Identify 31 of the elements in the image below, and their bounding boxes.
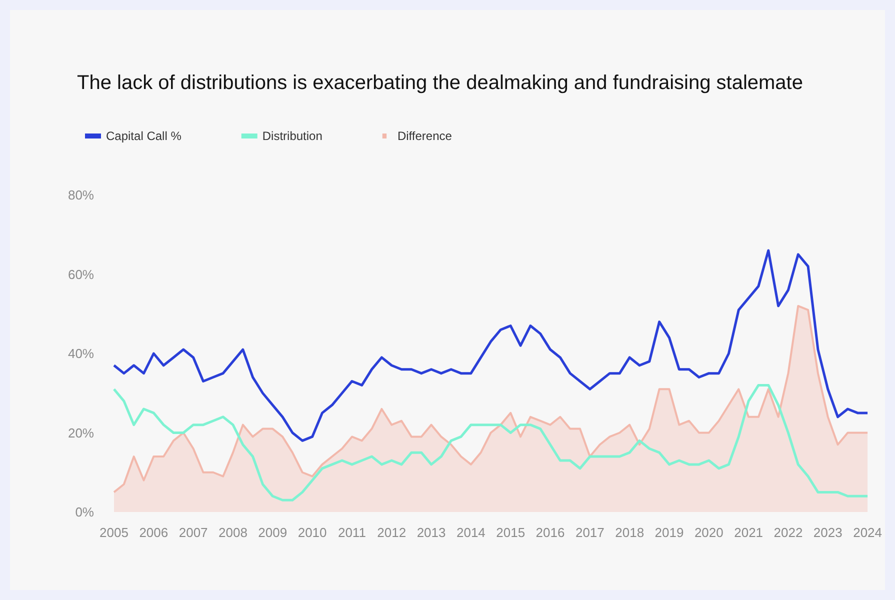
x-tick-label: 2006 (139, 525, 168, 540)
x-tick-label: 2022 (774, 525, 803, 540)
y-tick-label: 0% (75, 504, 94, 520)
x-tick-label: 2012 (377, 525, 406, 540)
x-tick-label: 2007 (178, 525, 208, 540)
x-tick-label: 2019 (654, 525, 684, 540)
line-series (112, 384, 869, 502)
legend-label: Distribution (262, 129, 322, 143)
x-tick-label: 2015 (496, 525, 526, 540)
x-tick-label: 2016 (536, 525, 565, 540)
x-tick-label: 2010 (298, 525, 327, 540)
y-tick-label: 60% (68, 266, 94, 282)
x-tick-label: 2013 (416, 525, 446, 540)
legend-label: Capital Call % (106, 129, 182, 143)
y-tick-label: 80% (68, 188, 94, 202)
x-tick-label: 2014 (456, 525, 486, 540)
chart-title: The lack of distributions is exacerbating the dealmaking and fundraising stalemate (77, 72, 803, 94)
x-tick-label: 2008 (218, 525, 248, 540)
x-tick-label: 2020 (694, 525, 724, 540)
y-tick-label: 40% (68, 346, 94, 361)
line-series (112, 249, 869, 442)
x-tick-label: 2023 (813, 525, 842, 540)
x-tick-label: 2017 (575, 525, 604, 540)
x-tick-label: 2005 (100, 525, 128, 540)
y-tick-label: 20% (68, 425, 94, 440)
x-tick-label: 2009 (258, 525, 288, 540)
x-tick-label: 2024 (853, 525, 882, 540)
x-tick-label: 2018 (615, 525, 644, 540)
legend-label: Difference (397, 129, 452, 143)
x-tick-label: 2011 (338, 525, 366, 540)
x-tick-label: 2021 (734, 525, 764, 540)
